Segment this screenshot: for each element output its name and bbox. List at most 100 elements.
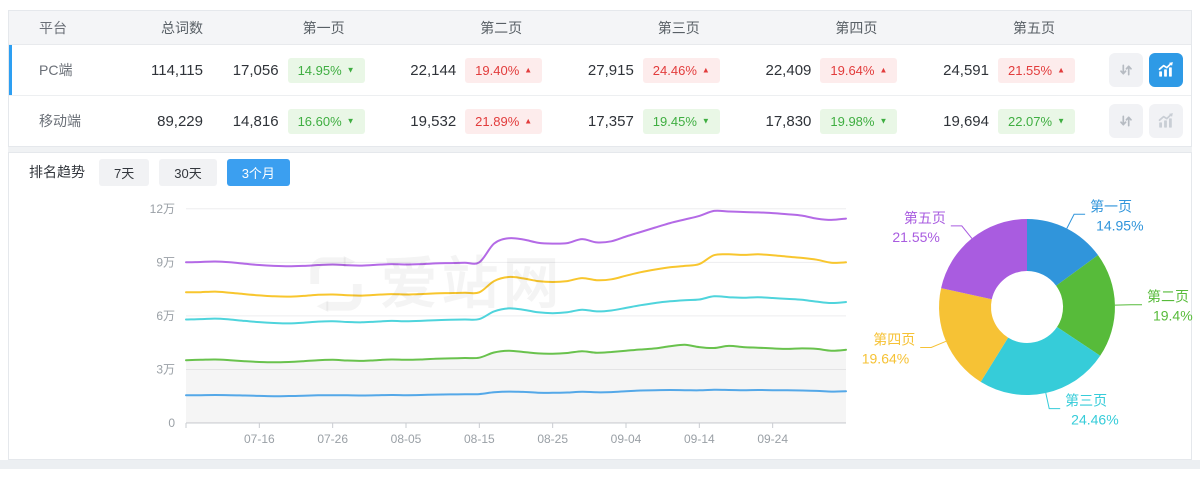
series-cyan [186, 296, 846, 323]
triangle-icon: ▲ [879, 67, 887, 75]
page-count: 19,694 [943, 113, 989, 130]
charts-area: 爱站网 03万6万9万12万07-1607-2608-0508-1508-250… [9, 191, 1191, 459]
tab-30d[interactable]: 30天 [159, 159, 216, 186]
change-badge: 24.46%▲ [643, 58, 720, 83]
change-badge: 14.95%▼ [288, 58, 365, 83]
page-share-donut-chart: 第一页 14.95% 第二页 19.4% 第三页 24.46% 第四页 19.64% 第五页 21… [854, 191, 1191, 459]
triangle-icon: ▲ [524, 118, 532, 126]
trend-chart-icon [1157, 112, 1175, 130]
change-badge: 21.55%▲ [998, 58, 1075, 83]
platform-label: 移动端 [9, 111, 99, 131]
trend-title: 排名趋势 [29, 162, 85, 182]
page4-cell: 22,409 19.64%▲ [752, 58, 930, 83]
page-count: 17,056 [233, 62, 279, 79]
change-badge: 19.45%▼ [643, 109, 720, 134]
series-purple [186, 211, 846, 267]
label-line [1067, 214, 1085, 228]
total-count: 114,115 [99, 62, 219, 79]
slice-pct: 24.46% [1071, 412, 1118, 428]
page2-cell: 22,144 19.40%▲ [397, 58, 575, 83]
triangle-icon: ▲ [524, 67, 532, 75]
sort-button[interactable] [1109, 104, 1143, 138]
page-count: 14,816 [233, 113, 279, 130]
x-tick-label: 09-04 [611, 432, 642, 446]
triangle-icon: ▼ [347, 118, 355, 126]
page-count: 19,532 [410, 113, 456, 130]
change-badge: 19.98%▼ [820, 109, 897, 134]
triangle-icon: ▼ [879, 118, 887, 126]
slice-label: 第一页 [1090, 198, 1132, 214]
label-line [951, 226, 972, 239]
x-tick-label: 07-26 [317, 432, 348, 446]
slice-第五页 [941, 219, 1027, 299]
page-count: 17,830 [766, 113, 812, 130]
chart-toggle-button[interactable] [1149, 53, 1183, 87]
page3-cell: 27,915 24.46%▲ [574, 58, 752, 83]
col-page-4: 第四页 [752, 18, 930, 38]
y-tick-label: 0 [168, 416, 175, 430]
col-page-5: 第五页 [929, 18, 1107, 38]
page1-cell: 17,056 14.95%▼ [219, 58, 397, 83]
change-badge: 16.60%▼ [288, 109, 365, 134]
change-badge: 22.07%▼ [998, 109, 1075, 134]
page-count: 27,915 [588, 62, 634, 79]
triangle-icon: ▼ [702, 118, 710, 126]
row-actions [1107, 53, 1191, 87]
keyword-table-card: 平台 总词数 第一页 第二页 第三页 第四页 第五页 PC端 114,115 1… [8, 10, 1192, 147]
tab-7d[interactable]: 7天 [99, 159, 149, 186]
y-tick-label: 3万 [156, 362, 175, 376]
tab-3m[interactable]: 3个月 [227, 159, 290, 186]
y-tick-label: 12万 [150, 202, 175, 216]
page1-cell: 14,816 16.60%▼ [219, 109, 397, 134]
table-row-mobile[interactable]: 移动端 89,229 14,816 16.60%▼ 19,532 21.89%▲… [9, 95, 1191, 146]
label-line [920, 341, 946, 347]
slice-label: 第四页 [873, 332, 915, 348]
area-green [186, 345, 846, 423]
slice-pct: 21.55% [892, 229, 939, 245]
sort-button[interactable] [1109, 53, 1143, 87]
change-badge: 19.64%▲ [820, 58, 897, 83]
trend-card: 排名趋势 7天 30天 3个月 爱站网 03万6万9万12万07-1607-26… [8, 152, 1192, 460]
page5-cell: 24,591 21.55%▲ [929, 58, 1107, 83]
page-count: 17,357 [588, 113, 634, 130]
page-count: 22,144 [410, 62, 456, 79]
table-row-pc[interactable]: PC端 114,115 17,056 14.95%▼ 22,144 19.40%… [9, 45, 1191, 95]
page3-cell: 17,357 19.45%▼ [574, 109, 752, 134]
total-count: 89,229 [99, 113, 219, 130]
slice-pct: 19.64% [862, 351, 909, 367]
x-tick-label: 08-05 [391, 432, 422, 446]
page-count: 24,591 [943, 62, 989, 79]
trend-chart-icon [1157, 61, 1175, 79]
x-tick-label: 07-16 [244, 432, 275, 446]
x-tick-label: 08-25 [537, 432, 568, 446]
chart-toggle-button[interactable] [1149, 104, 1183, 138]
sort-arrows-icon [1118, 62, 1134, 78]
col-platform: 平台 [9, 18, 99, 38]
col-page-1: 第一页 [219, 18, 397, 38]
y-tick-label: 6万 [156, 309, 175, 323]
page2-cell: 19,532 21.89%▲ [397, 109, 575, 134]
col-page-2: 第二页 [397, 18, 575, 38]
change-badge: 21.89%▲ [465, 109, 542, 134]
series-yellow [186, 254, 846, 296]
slice-label: 第五页 [904, 210, 946, 226]
slice-pct: 19.4% [1153, 308, 1193, 324]
table-header: 平台 总词数 第一页 第二页 第三页 第四页 第五页 [9, 11, 1191, 45]
label-line [1046, 393, 1060, 409]
change-badge: 19.40%▲ [465, 58, 542, 83]
page4-cell: 17,830 19.98%▼ [752, 109, 930, 134]
slice-pct: 14.95% [1096, 217, 1143, 233]
page-bottom-strip [0, 460, 1200, 469]
triangle-icon: ▲ [1057, 67, 1065, 75]
col-page-3: 第三页 [574, 18, 752, 38]
platform-label: PC端 [9, 60, 99, 80]
page5-cell: 19,694 22.07%▼ [929, 109, 1107, 134]
triangle-icon: ▲ [702, 67, 710, 75]
y-tick-label: 9万 [156, 255, 175, 269]
slice-label: 第三页 [1065, 393, 1107, 409]
triangle-icon: ▼ [347, 67, 355, 75]
slice-label: 第二页 [1147, 289, 1189, 305]
triangle-icon: ▼ [1057, 118, 1065, 126]
col-total: 总词数 [99, 18, 219, 38]
